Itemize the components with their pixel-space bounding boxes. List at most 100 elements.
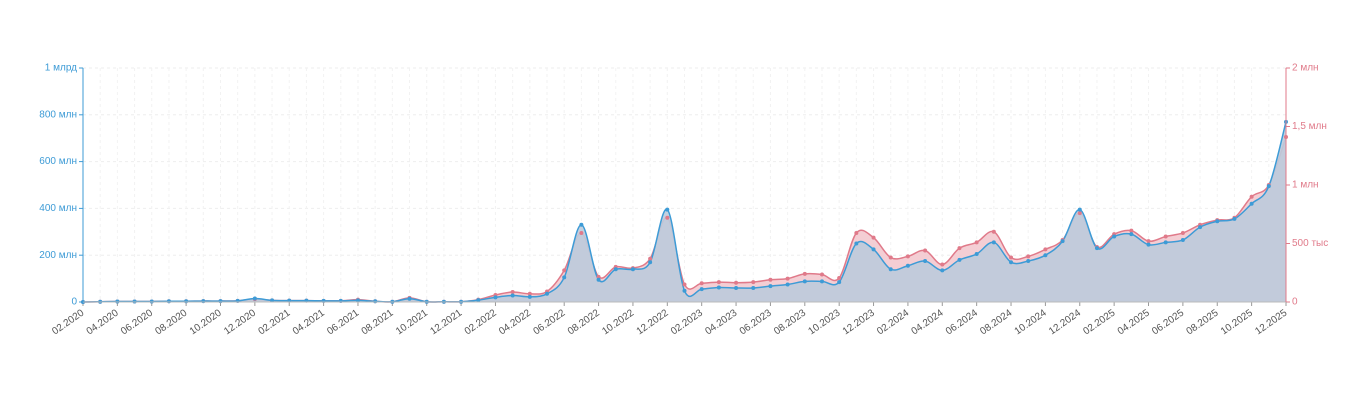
point [510,290,515,295]
point [355,298,360,303]
x-tick-label: 02.2021 [257,307,293,337]
point [802,271,807,276]
y-tick-label: 200 млн [39,250,77,261]
x-tick-label: 04.2024 [910,307,946,337]
point [596,277,601,282]
x-tick-label: 04.2020 [85,307,121,337]
x-tick-label: 06.2024 [944,307,980,337]
y2-tick-label: 0 [1292,297,1298,308]
x-tick-label: 10.2020 [188,307,224,337]
x-tick-label: 08.2020 [153,307,189,337]
y-tick-label: 600 млн [39,156,77,167]
point [1060,239,1065,244]
y-tick-label: 800 млн [39,109,77,120]
x-tick-label: 06.2022 [532,307,568,337]
area [83,121,1286,302]
point [1112,234,1117,239]
x-tick-label: 10.2024 [1013,307,1049,337]
point [613,267,618,272]
point [476,298,481,303]
point [785,282,790,287]
x-tick-label: 02.2024 [875,307,911,337]
point [991,229,996,234]
x-tick-label: 04.2025 [1116,307,1152,337]
x-tick-label: 08.2025 [1185,307,1221,337]
point [1198,225,1203,230]
point [819,279,824,284]
point [802,279,807,284]
x-tick-label: 06.2021 [325,307,361,337]
y2-tick-label: 500 тыс [1292,238,1328,249]
x-tick-label: 12.2021 [428,307,464,337]
point [648,256,653,261]
point [957,246,962,251]
point [579,222,584,227]
point [974,240,979,245]
point [1043,247,1048,252]
point [716,280,721,285]
x-tick-label: 08.2021 [360,307,396,337]
point [527,291,532,296]
point [527,294,532,299]
x-tick-label: 04.2022 [497,307,533,337]
point [888,255,893,260]
point [1232,216,1237,221]
point [1009,260,1014,265]
point [940,262,945,267]
point [1129,228,1134,233]
point [819,272,824,277]
point [596,274,601,279]
point [562,268,567,273]
point [957,257,962,262]
point [751,280,756,285]
point [579,230,584,235]
point [1009,255,1014,260]
x-tick-label: 10.2023 [806,307,842,337]
x-tick-label: 10.2025 [1219,307,1255,337]
point [854,230,859,235]
y2-tick-label: 1,5 млн [1292,121,1327,132]
x-tick-label: 02.2022 [463,307,499,337]
point [1026,259,1031,264]
point [1146,239,1151,244]
point [734,285,739,290]
point [665,207,670,212]
point [734,280,739,285]
point [1180,230,1185,235]
point [905,254,910,259]
point [923,248,928,253]
point [1266,184,1271,189]
x-tick-label: 10.2021 [394,307,430,337]
x-tick-label: 12.2022 [635,307,671,337]
point [888,267,893,272]
point [1215,219,1220,224]
point [184,299,189,304]
point [510,293,515,298]
point [1077,207,1082,212]
point [837,280,842,285]
point [545,291,550,296]
point [1146,242,1151,247]
point [871,247,876,252]
point [1163,240,1168,245]
point [1249,201,1254,206]
point [1026,254,1031,259]
point [785,276,790,281]
point [373,299,378,304]
x-tick-label: 08.2024 [978,307,1014,337]
point [905,263,910,268]
point [1077,211,1082,216]
x-tick-label: 04.2021 [291,307,327,337]
point [1180,237,1185,242]
point [562,275,567,280]
point [837,276,842,281]
point [699,287,704,292]
y2-tick-label: 1 млн [1292,180,1319,191]
point [1249,194,1254,199]
point [923,259,928,264]
point [716,285,721,290]
point [1043,253,1048,258]
point [1129,232,1134,237]
x-tick-label: 06.2020 [119,307,155,337]
y-tick-label: 0 [71,297,77,308]
